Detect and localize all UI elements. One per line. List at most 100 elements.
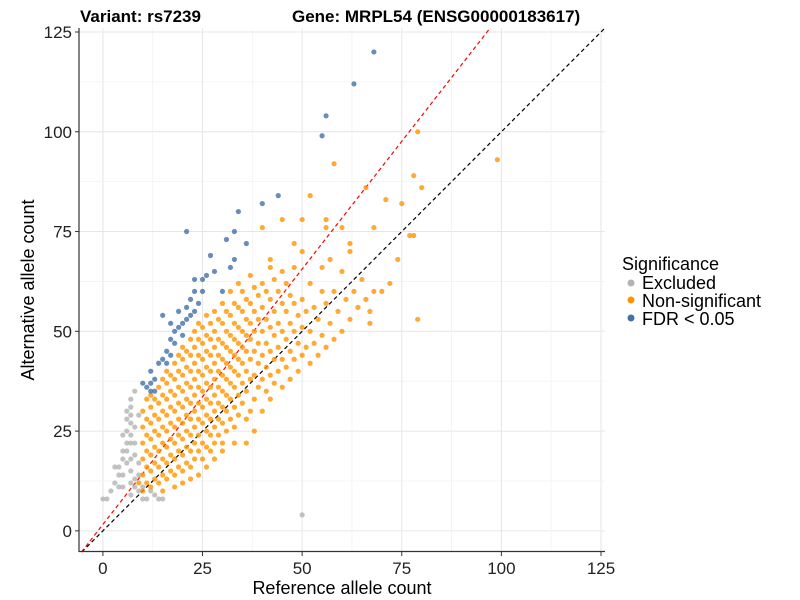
point-non-significant (164, 428, 170, 434)
point-fdr-0-05 (191, 288, 198, 294)
point-non-significant (283, 280, 289, 287)
point-non-significant (168, 468, 174, 474)
point-non-significant (279, 216, 285, 223)
point-non-significant (176, 448, 182, 454)
point-fdr-0-05 (231, 256, 238, 263)
point-non-significant (195, 400, 202, 406)
x-tick-label: 50 (293, 559, 312, 578)
point-non-significant (367, 308, 373, 314)
point-fdr-0-05 (176, 308, 182, 314)
point-fdr-0-05 (144, 384, 150, 390)
point-non-significant (263, 340, 269, 346)
y-tick-label: 75 (53, 223, 72, 242)
point-non-significant (160, 376, 166, 382)
point-non-significant (351, 288, 357, 294)
point-non-significant (299, 216, 305, 223)
point-non-significant (199, 324, 206, 330)
point-non-significant (152, 428, 158, 434)
reference-line-fitted (80, 27, 491, 553)
point-non-significant (215, 316, 222, 322)
point-excluded (132, 424, 138, 430)
point-non-significant (307, 328, 313, 334)
point-non-significant (203, 380, 210, 386)
point-non-significant (415, 129, 421, 135)
legend-title: Significance (622, 254, 719, 274)
point-fdr-0-05 (231, 228, 238, 235)
point-non-significant (235, 304, 241, 310)
point-non-significant (247, 356, 253, 362)
point-non-significant (243, 388, 249, 394)
point-non-significant (231, 352, 238, 358)
point-non-significant (299, 352, 305, 358)
point-non-significant (211, 440, 218, 446)
point-non-significant (176, 432, 182, 438)
point-fdr-0-05 (219, 288, 226, 294)
point-non-significant (319, 288, 325, 294)
point-non-significant (223, 392, 230, 398)
point-non-significant (172, 360, 178, 366)
point-excluded (152, 492, 158, 498)
point-non-significant (251, 308, 257, 314)
point-non-significant (255, 292, 261, 298)
point-non-significant (211, 392, 218, 398)
point-non-significant (203, 348, 210, 354)
point-excluded (116, 484, 122, 490)
point-non-significant (363, 185, 369, 191)
point-non-significant (172, 456, 178, 462)
point-non-significant (235, 372, 241, 378)
point-non-significant (251, 284, 257, 291)
point-non-significant (195, 432, 202, 438)
point-non-significant (239, 400, 245, 406)
point-non-significant (227, 348, 234, 354)
point-fdr-0-05 (180, 320, 186, 326)
point-non-significant (235, 392, 241, 398)
point-non-significant (271, 380, 277, 386)
y-tick-label: 100 (44, 123, 72, 142)
point-non-significant (387, 280, 393, 287)
point-excluded (128, 432, 134, 438)
point-fdr-0-05 (351, 81, 357, 87)
point-non-significant (180, 356, 186, 362)
point-non-significant (227, 288, 234, 294)
point-non-significant (407, 232, 413, 239)
point-fdr-0-05 (183, 304, 190, 310)
point-non-significant (144, 416, 150, 422)
point-non-significant (180, 372, 186, 378)
point-non-significant (168, 372, 174, 378)
point-non-significant (215, 384, 222, 390)
point-non-significant (187, 352, 194, 358)
point-non-significant (172, 440, 178, 446)
point-non-significant (172, 472, 178, 478)
point-non-significant (247, 376, 253, 382)
point-non-significant (303, 344, 309, 350)
x-tick-label: 25 (193, 559, 212, 578)
point-non-significant (271, 308, 277, 314)
point-non-significant (251, 396, 257, 402)
x-tick-label: 125 (587, 559, 615, 578)
point-fdr-0-05 (191, 308, 198, 314)
point-non-significant (311, 340, 317, 346)
point-non-significant (275, 368, 281, 374)
point-non-significant (211, 424, 218, 430)
point-excluded (124, 440, 130, 446)
point-non-significant (207, 448, 214, 454)
legend-swatch-excluded (627, 279, 635, 287)
point-non-significant (160, 392, 166, 398)
point-fdr-0-05 (183, 228, 190, 235)
point-non-significant (259, 304, 265, 310)
point-non-significant (239, 308, 245, 314)
point-non-significant (267, 324, 273, 330)
point-non-significant (291, 264, 297, 271)
point-excluded (136, 472, 142, 478)
point-non-significant (239, 288, 245, 294)
point-fdr-0-05 (164, 360, 170, 366)
point-fdr-0-05 (168, 336, 174, 342)
grid (79, 28, 605, 552)
point-excluded (120, 432, 126, 438)
chart-title-gene: Gene: MRPL54 (ENSG00000183617) (292, 7, 580, 26)
point-non-significant (144, 432, 150, 438)
point-non-significant (203, 444, 210, 450)
point-non-significant (219, 320, 226, 326)
reference-lines (80, 27, 606, 553)
point-excluded (128, 396, 134, 402)
